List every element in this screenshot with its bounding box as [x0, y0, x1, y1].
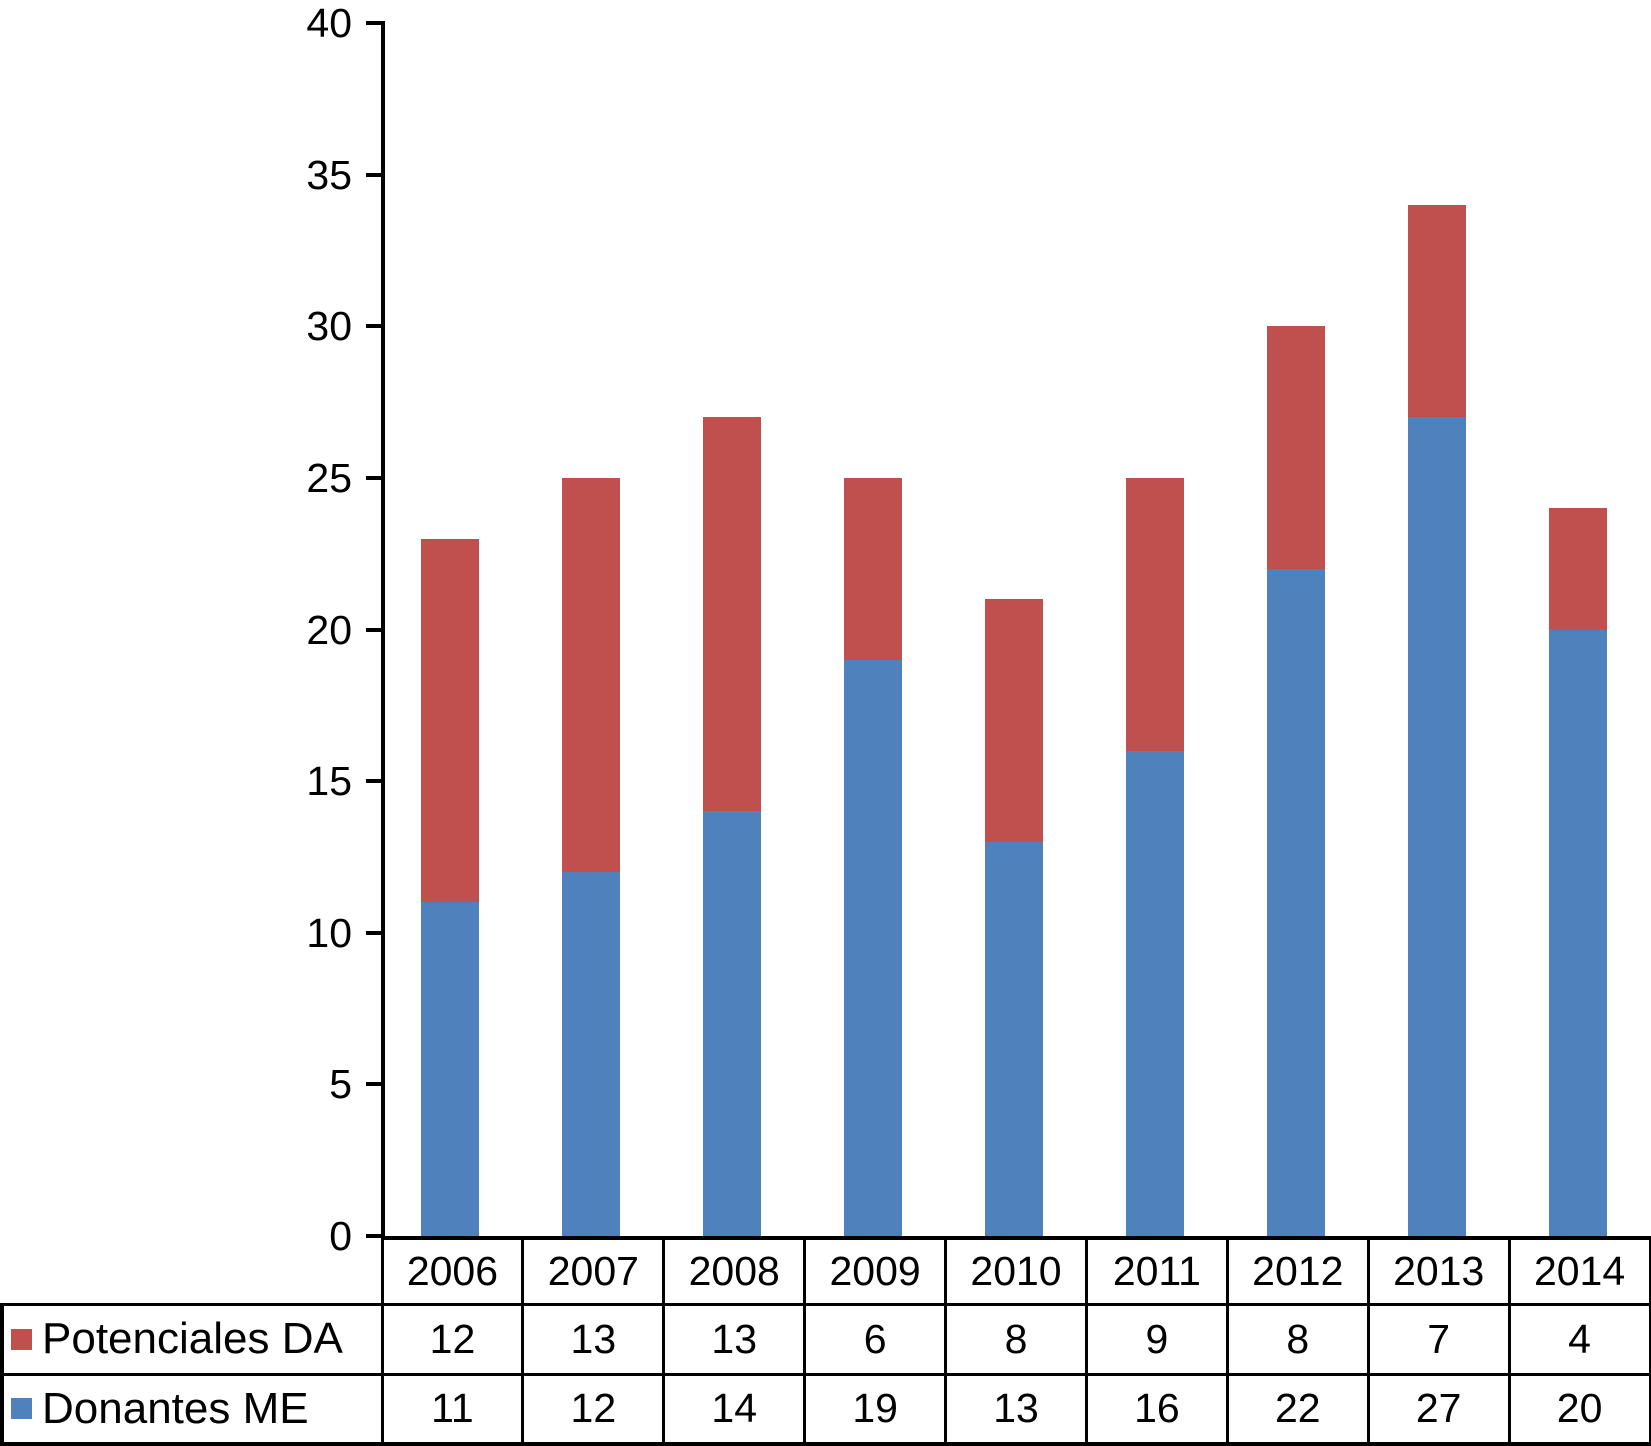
y-tick: [366, 930, 381, 935]
bar-group-2009: [803, 23, 944, 1236]
year-header-row: 2006 2007 2008 2009 2010 2011 2012 2013 2014: [2, 1236, 1651, 1306]
legend-cell-donantes-me: Donantes ME: [0, 1372, 384, 1446]
y-tick: [366, 1082, 381, 1087]
value-cell: 6: [803, 1302, 948, 1376]
value-cell: 13: [944, 1372, 1088, 1446]
year-header-cell: 2014: [1507, 1236, 1651, 1306]
y-tick-label: 10: [306, 909, 352, 956]
value-cell: 27: [1366, 1372, 1511, 1446]
year-header-cell: 2007: [521, 1236, 666, 1306]
bar-group-2011: [1084, 23, 1225, 1236]
y-tick-label: 35: [306, 151, 352, 198]
bar-segment-potenciales-da: [1407, 204, 1466, 418]
legend-cell-potenciales-da: Potenciales DA: [0, 1302, 384, 1376]
stacked-bar: [985, 599, 1043, 1236]
stacked-bar: [844, 477, 903, 1236]
bar-segment-potenciales-da: [562, 477, 621, 873]
stacked-bar: [1266, 326, 1325, 1236]
bar-segment-donantes-me: [562, 872, 621, 1236]
y-tick-label: 15: [306, 758, 352, 805]
bar-segment-potenciales-da: [1548, 508, 1607, 630]
bar-segment-potenciales-da: [421, 538, 480, 903]
value-cell: 20: [1507, 1372, 1651, 1446]
legend-swatch-blue-icon: [11, 1398, 32, 1420]
stacked-bar: [1125, 477, 1184, 1236]
y-tick-label: 30: [306, 303, 352, 350]
year-header-cell: 2011: [1084, 1236, 1229, 1306]
bar-segment-donantes-me: [421, 902, 480, 1236]
bar-segment-donantes-me: [985, 841, 1043, 1236]
legend-label-donantes-me: Donantes ME: [42, 1383, 309, 1433]
y-tick: [366, 627, 381, 632]
year-header-cell: 2012: [1225, 1236, 1370, 1306]
bar-group-2013: [1366, 23, 1507, 1236]
bar-segment-potenciales-da: [844, 477, 903, 660]
y-tick-label: 20: [306, 606, 352, 653]
year-header-cell: 2009: [803, 1236, 948, 1306]
year-header-cell: 2010: [944, 1236, 1088, 1306]
value-cell: 19: [803, 1372, 948, 1446]
value-cell: 8: [1225, 1302, 1370, 1376]
stacked-bar: [703, 417, 762, 1236]
bar-segment-potenciales-da: [1266, 326, 1325, 569]
value-cell: 8: [944, 1302, 1088, 1376]
bar-segment-potenciales-da: [1125, 477, 1184, 751]
value-cell: 13: [662, 1302, 807, 1376]
y-tick: [366, 324, 381, 329]
value-cell: 16: [1084, 1372, 1229, 1446]
bar-segment-potenciales-da: [985, 599, 1043, 842]
y-tick: [366, 172, 381, 177]
stacked-bar: [1548, 508, 1607, 1236]
bar-segment-donantes-me: [844, 659, 903, 1236]
stacked-bar: [562, 477, 621, 1236]
legend-swatch-red-icon: [11, 1328, 32, 1350]
value-cell: 9: [1084, 1302, 1229, 1376]
table-spacer-cell: [2, 1238, 382, 1304]
y-axis-line: [381, 21, 385, 1240]
value-cell: 4: [1507, 1302, 1651, 1376]
data-table: 2006 2007 2008 2009 2010 2011 2012 2013 2014 Pot…: [0, 1236, 1651, 1446]
value-cell: 22: [1225, 1372, 1370, 1446]
bar-segment-donantes-me: [703, 811, 762, 1236]
bar-segment-donantes-me: [1548, 629, 1607, 1236]
y-tick-label: 5: [329, 1061, 352, 1108]
year-header-cell: 2006: [380, 1236, 525, 1306]
bar-group-2010: [944, 23, 1085, 1236]
legend-label-potenciales-da: Potenciales DA: [42, 1314, 343, 1363]
y-tick: [366, 21, 381, 25]
y-tick: [366, 779, 381, 784]
year-header-cell: 2008: [662, 1236, 807, 1306]
value-cell: 12: [521, 1372, 666, 1446]
bar-segment-potenciales-da: [703, 417, 762, 812]
y-tick: [366, 1234, 381, 1238]
bar-segment-donantes-me: [1266, 568, 1325, 1236]
stacked-bar: [421, 538, 480, 1236]
y-tick-label: 0: [329, 1213, 352, 1259]
value-cell: 13: [521, 1302, 666, 1376]
year-header-cell: 2013: [1366, 1236, 1511, 1306]
bar-group-2008: [662, 23, 803, 1236]
bar-group-2006: [380, 23, 521, 1236]
value-cell: 7: [1366, 1302, 1511, 1376]
value-cell: 12: [380, 1302, 525, 1376]
bar-group-2007: [521, 23, 662, 1236]
bar-segment-donantes-me: [1125, 750, 1184, 1236]
y-tick-label: 40: [306, 0, 352, 46]
bar-group-2014: [1507, 23, 1648, 1236]
y-tick-label: 25: [306, 454, 352, 501]
value-cell: 14: [662, 1372, 807, 1446]
plot-area: [380, 23, 1648, 1236]
series-row-potenciales-da: Potenciales DA 12 13 13 6 8 9 8 7 4: [0, 1302, 1651, 1376]
y-tick: [366, 475, 381, 480]
series-row-donantes-me: Donantes ME 11 12 14 19 13 16 22 27 20: [0, 1372, 1651, 1446]
bar-segment-donantes-me: [1407, 417, 1466, 1236]
bar-group-2012: [1225, 23, 1366, 1236]
stacked-bar: [1407, 204, 1466, 1236]
value-cell: 11: [380, 1372, 525, 1446]
